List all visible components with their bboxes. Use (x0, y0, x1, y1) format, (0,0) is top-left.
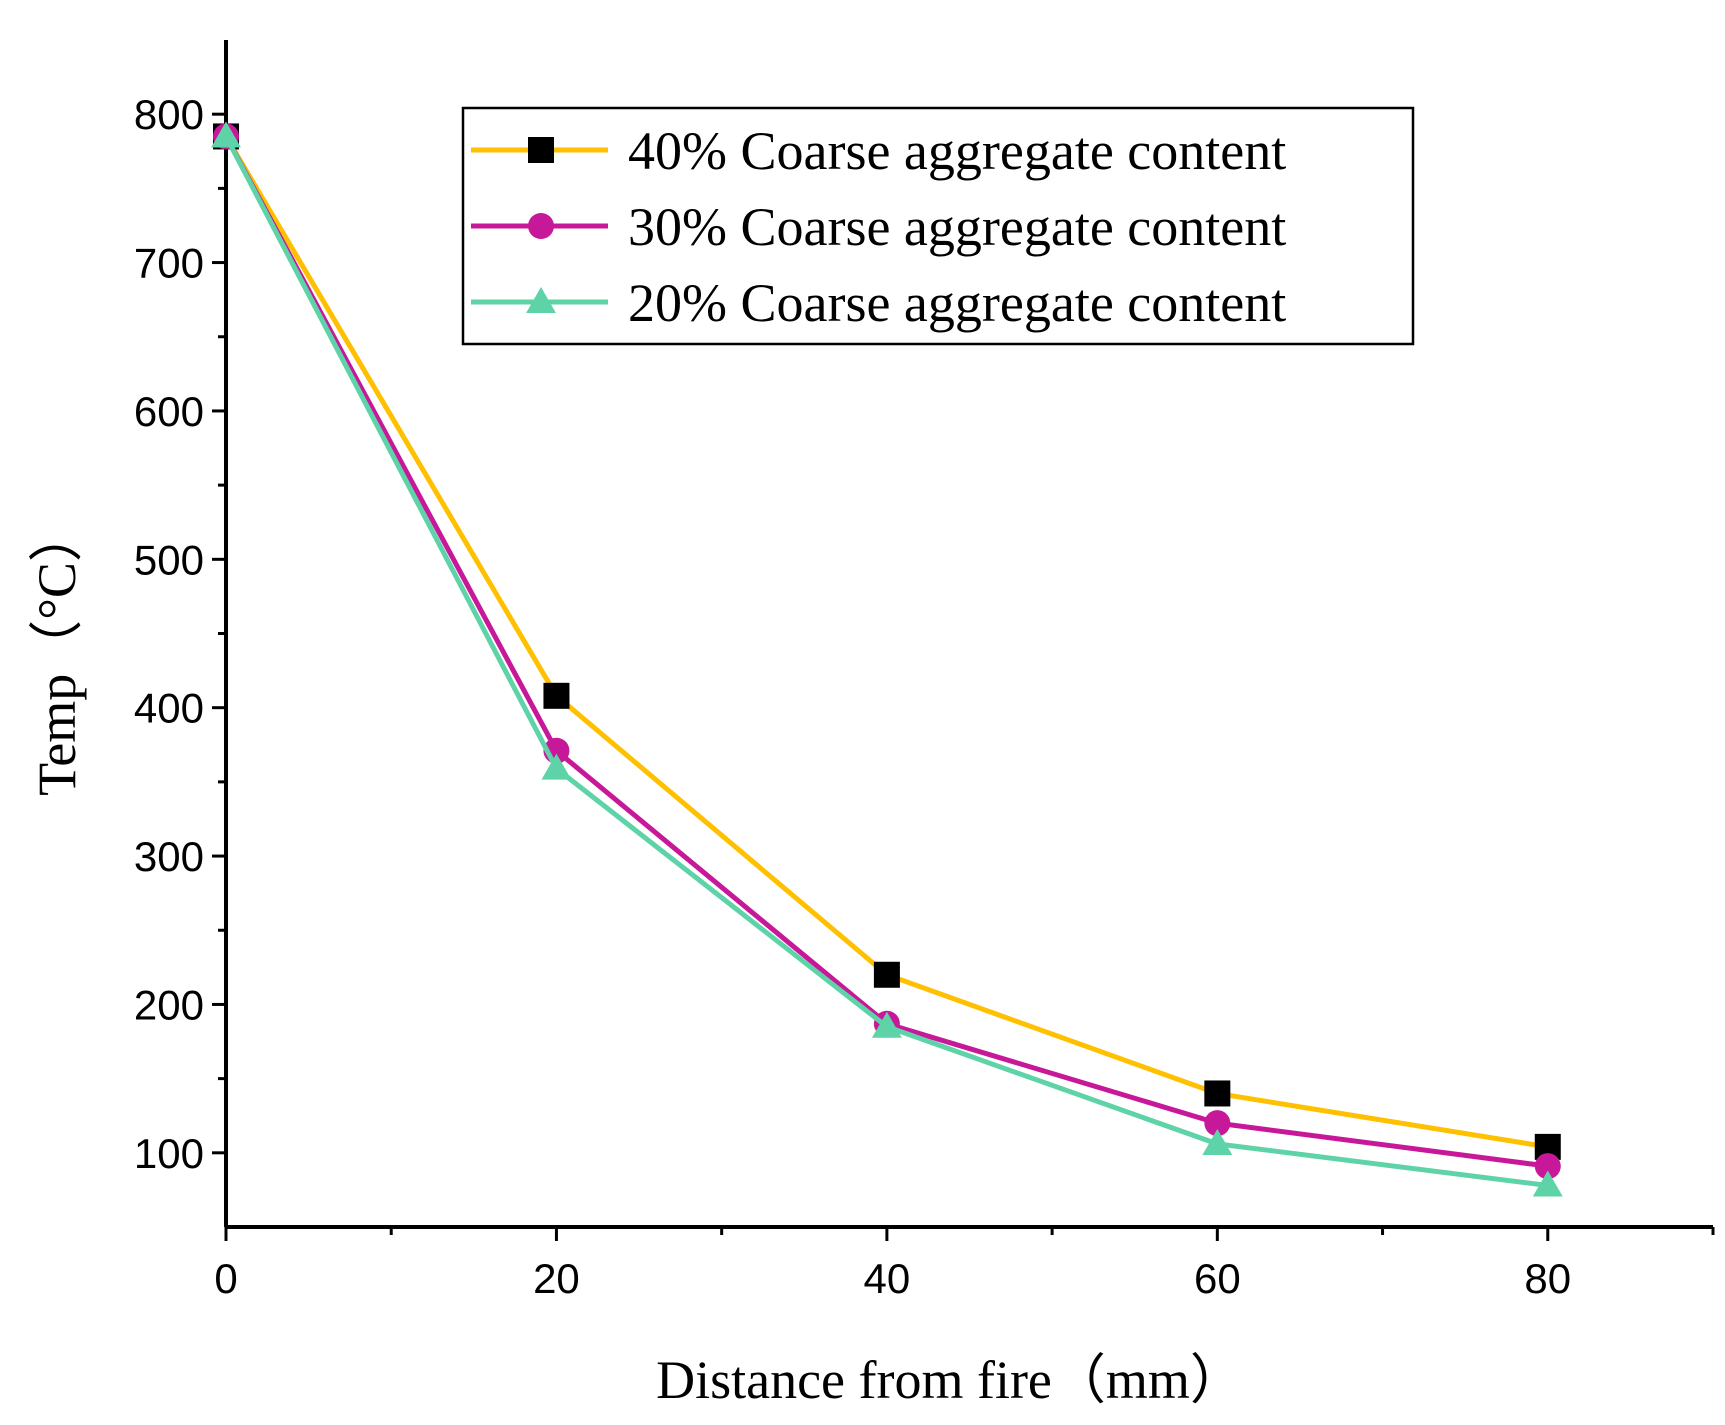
y-tick-label: 600 (134, 388, 204, 435)
legend-box (461, 106, 1415, 346)
y-tick-label: 300 (134, 833, 204, 880)
y-tick-label: 700 (134, 240, 204, 287)
data-point (1534, 1153, 1561, 1180)
y-tick-label: 800 (134, 91, 204, 138)
x-tick-label: 0 (214, 1255, 237, 1302)
data-point (871, 1011, 902, 1038)
y-tick-label: 200 (134, 981, 204, 1028)
legend-label: 30% Coarse aggregate content (628, 197, 1286, 257)
data-point (1204, 1080, 1231, 1107)
series-3 (211, 121, 1563, 1197)
data-point (873, 961, 900, 988)
legend-marker (526, 287, 556, 314)
legend-item: 30% Coarse aggregate content (471, 197, 1286, 257)
y-tick-label: 400 (134, 685, 204, 732)
data-point (1532, 1170, 1563, 1197)
data-point (211, 121, 241, 148)
data-point (543, 682, 570, 709)
legend-label: 20% Coarse aggregate content (628, 273, 1286, 333)
data-point (1202, 1128, 1233, 1155)
legend-marker (528, 213, 554, 239)
y-axis-title: Temp（°C） (27, 508, 87, 796)
y-tick-label: 500 (134, 536, 204, 583)
x-tick-label: 80 (1524, 1255, 1571, 1302)
x-tick-label: 20 (533, 1255, 580, 1302)
legend-marker (528, 137, 554, 163)
legend-item: 20% Coarse aggregate content (471, 273, 1286, 333)
legend: 40% Coarse aggregate content 30% Coarse a… (461, 106, 1415, 346)
x-axis-title: Distance from fire（mm） (656, 1350, 1244, 1410)
data-point (1204, 1110, 1231, 1137)
y-tick-label: 100 (134, 1130, 204, 1177)
legend-label: 40% Coarse aggregate content (628, 121, 1286, 181)
data-point (541, 753, 572, 780)
series-layer (211, 121, 1563, 1197)
legend-item: 40% Coarse aggregate content (471, 121, 1286, 181)
x-tick-label: 40 (864, 1255, 911, 1302)
x-tick-label: 60 (1194, 1255, 1241, 1302)
axes: 100 200 300 400 500 600 700 800 0 20 40 60 80 (134, 40, 1715, 1302)
